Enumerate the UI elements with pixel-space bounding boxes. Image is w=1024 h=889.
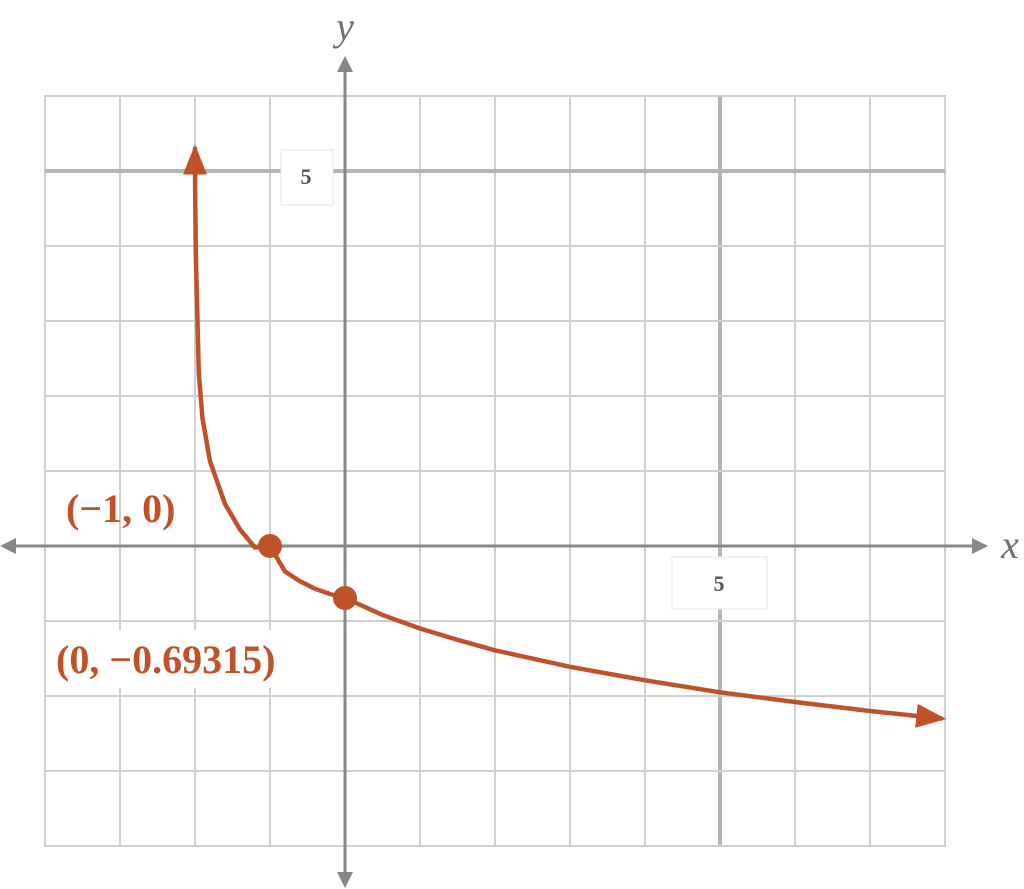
y-tick-label-5: 5 (301, 164, 312, 189)
point-label-2: (0, −0.69315) (56, 637, 275, 682)
y-axis-down-arrow (337, 872, 353, 888)
point-marker-2 (333, 585, 357, 610)
x-tick-label-5: 5 (714, 571, 725, 596)
y-axis-label: y (332, 4, 354, 49)
curve-arrow-up (183, 144, 207, 175)
point-label-1: (−1, 0) (66, 486, 175, 531)
series-curve (192, 146, 944, 721)
axes (0, 56, 988, 888)
x-axis-left-arrow (0, 538, 16, 554)
curve-layer (183, 144, 947, 728)
y-axis-up-arrow (337, 56, 353, 72)
labels: 5 5 y x (−1, 0) (0, −0.69315) (52, 4, 1019, 688)
grid (44, 95, 946, 847)
x-axis-right-arrow (972, 538, 988, 554)
curve-arrow-right (915, 703, 947, 728)
point-marker-1 (258, 534, 282, 558)
x-axis-label: x (1000, 522, 1019, 567)
